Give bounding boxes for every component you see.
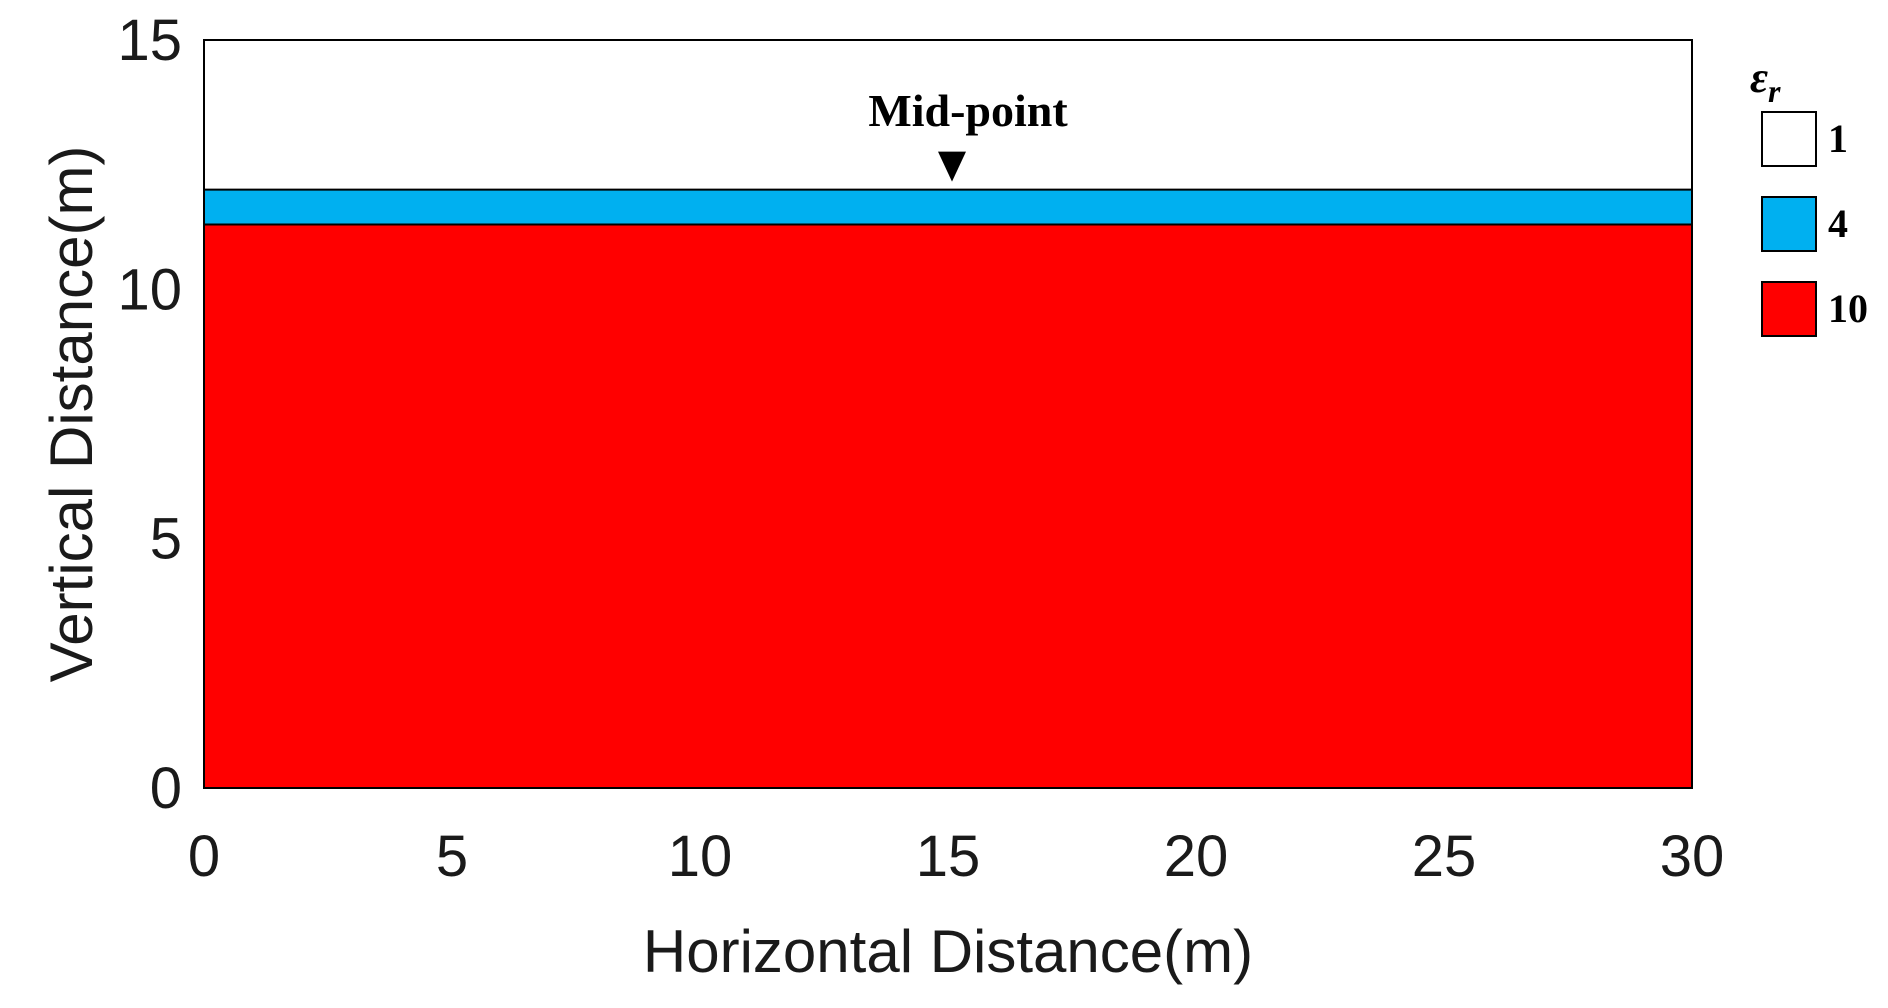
y-tick-label: 10 — [117, 257, 182, 322]
x-tick-label: 5 — [436, 824, 468, 889]
annotation-group: Mid-point — [868, 85, 1068, 182]
x-tick-label: 10 — [668, 824, 733, 889]
legend-label-1: 1 — [1828, 116, 1848, 161]
plot-layers — [204, 40, 1692, 789]
legend-swatch-1 — [1761, 111, 1817, 167]
y-tick-label: 5 — [150, 507, 182, 572]
y-axis-title: Vertical Distance(m) — [38, 146, 105, 683]
legend: εr 1 4 10 — [1750, 53, 1868, 337]
plot-frame — [203, 39, 1693, 789]
mid-point-label: Mid-point — [868, 85, 1068, 136]
x-axis: 0 5 10 15 20 25 30 — [188, 824, 1724, 889]
layer-eps-10 — [204, 224, 1692, 789]
legend-title: εr — [1750, 53, 1781, 109]
legend-swatch-10 — [1761, 281, 1817, 337]
x-tick-label: 25 — [1412, 824, 1477, 889]
x-axis-title: Horizontal Distance(m) — [643, 918, 1253, 985]
y-tick-label: 0 — [150, 756, 182, 821]
y-axis: 0 5 10 15 — [117, 8, 182, 821]
legend-label-4: 4 — [1828, 201, 1848, 246]
mid-point-marker-icon — [938, 151, 966, 182]
x-tick-label: 30 — [1660, 824, 1725, 889]
legend-label-10: 10 — [1828, 286, 1868, 331]
legend-swatch-4 — [1761, 196, 1817, 252]
x-tick-label: 20 — [1164, 824, 1229, 889]
y-tick-label: 15 — [117, 8, 182, 73]
x-tick-label: 15 — [916, 824, 981, 889]
layer-eps-4 — [204, 189, 1692, 225]
x-tick-label: 0 — [188, 824, 220, 889]
